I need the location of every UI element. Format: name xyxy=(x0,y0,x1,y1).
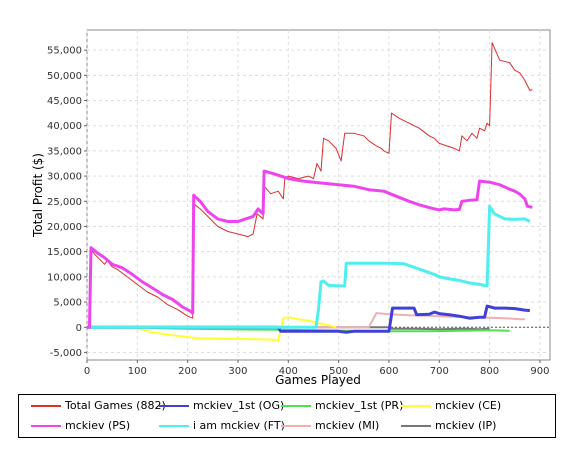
series-line-mckiev-ce xyxy=(86,316,337,342)
legend-item: mckiev_1st (PR) xyxy=(281,399,403,412)
y-axis-title: Total Profit ($) xyxy=(31,153,45,238)
legend-label: mckiev (MI) xyxy=(315,419,380,432)
y-tick-label: 25,000 xyxy=(47,197,82,208)
x-axis-ticks: 0 100 200 300 400 500 600 700 800 900 xyxy=(84,360,549,377)
legend-swatch xyxy=(281,404,311,407)
legend-item: Total Games (882) xyxy=(31,399,166,412)
legend-swatch xyxy=(401,404,431,407)
legend-swatch xyxy=(31,404,61,407)
series-line-mckiev-1st-og xyxy=(87,304,531,334)
x-tick-label: 300 xyxy=(228,366,247,377)
legend-label: mckiev_1st (OG) xyxy=(193,399,285,412)
legend-label: mckiev (IP) xyxy=(435,419,497,432)
series-line-mckiev-ps xyxy=(87,169,533,329)
legend-label: mckiev (CE) xyxy=(435,399,502,412)
legend-item: mckiev (PS) xyxy=(31,419,130,432)
y-tick-label: 20,000 xyxy=(47,222,82,233)
y-tick-label: 50,000 xyxy=(47,71,82,82)
chart: 0 100 200 300 400 500 600 700 800 900 -5,00005,00… xyxy=(31,29,551,387)
legend-label: i am mckiev (FT) xyxy=(193,419,285,432)
legend-item: mckiev_1st (OG) xyxy=(159,399,284,412)
x-tick-label: 700 xyxy=(430,366,449,377)
legend-swatch xyxy=(281,424,311,427)
y-tick-label: 30,000 xyxy=(47,172,82,183)
x-tick-label: 0 xyxy=(84,366,90,377)
x-tick-label: 400 xyxy=(279,366,298,377)
x-tick-label: 500 xyxy=(329,366,348,377)
legend-label: mckiev (PS) xyxy=(65,419,131,432)
legend-swatch xyxy=(31,424,61,427)
legend-item: mckiev (IP) xyxy=(401,419,496,432)
legend-swatch xyxy=(401,424,431,427)
y-tick-label: -5,000 xyxy=(50,348,82,359)
legend-item: i am mckiev (FT) xyxy=(159,419,285,432)
x-tick-label: 100 xyxy=(128,366,147,377)
legend-label: Total Games (882) xyxy=(65,399,166,412)
y-tick-label: 40,000 xyxy=(47,121,82,132)
legend: Total Games (882) mckiev_1st (OG) mckiev_1… xyxy=(18,394,556,438)
legend-swatch xyxy=(159,424,189,427)
y-tick-label: 0 xyxy=(76,323,82,334)
x-axis-title: Games Played xyxy=(275,373,361,387)
y-tick-label: 45,000 xyxy=(47,96,82,107)
legend-swatch xyxy=(159,404,189,407)
legend-label: mckiev_1st (PR) xyxy=(315,399,404,412)
x-tick-label: 200 xyxy=(178,366,197,377)
y-tick-label: 10,000 xyxy=(47,272,82,283)
y-tick-label: 55,000 xyxy=(47,46,82,57)
x-tick-label: 600 xyxy=(379,366,398,377)
x-tick-label: 900 xyxy=(530,366,549,377)
y-tick-label: 15,000 xyxy=(47,247,82,258)
legend-item: mckiev (CE) xyxy=(401,399,501,412)
y-tick-label: 35,000 xyxy=(47,146,82,157)
y-axis-ticks: -5,000 0 5,000 10,000 15,000 20,000 25,000 30,0… xyxy=(47,46,87,359)
series-line-mckiev-mi xyxy=(87,312,525,329)
series-layer xyxy=(86,42,533,342)
series-line-total-games-882 xyxy=(87,42,533,328)
series-line-i-am-mckiev-ft xyxy=(87,204,531,329)
y-tick-label: 5,000 xyxy=(53,298,82,309)
x-tick-label: 800 xyxy=(480,366,499,377)
legend-item: mckiev (MI) xyxy=(281,419,379,432)
